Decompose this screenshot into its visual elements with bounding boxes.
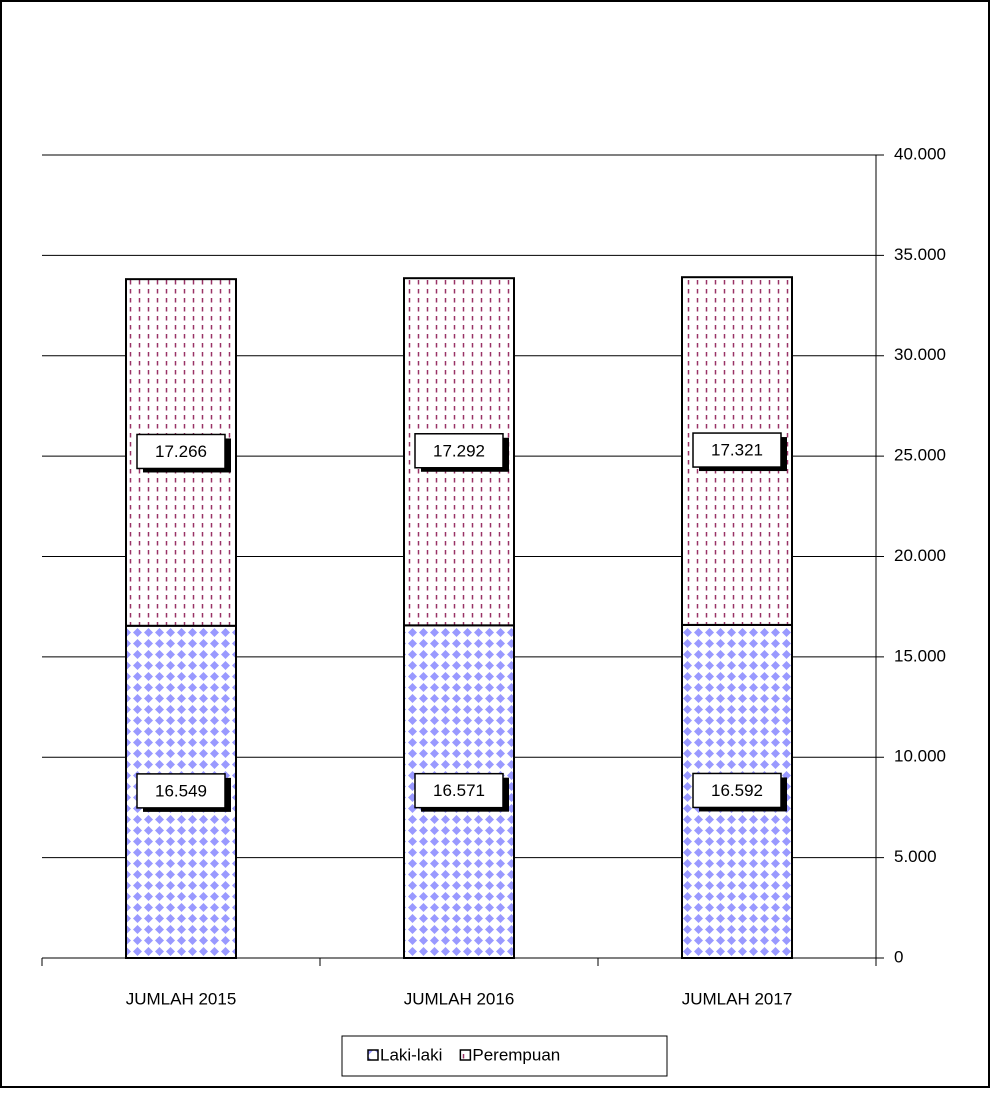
data-label: 16.592	[711, 781, 763, 800]
label-box	[414, 772, 504, 809]
data-label: 17.321	[711, 441, 763, 460]
y-tick-label: 10.000	[894, 747, 946, 766]
x-tick-label: JUMLAH 2015	[126, 989, 237, 1008]
y-tick-label: 15.000	[894, 646, 946, 665]
y-tick-label: 20.000	[894, 546, 946, 565]
label-box	[692, 772, 782, 809]
data-label: 16.571	[433, 781, 485, 800]
y-tick-label: 30.000	[894, 345, 946, 364]
x-tick-label: JUMLAH 2017	[682, 989, 793, 1008]
legend-box	[341, 1035, 668, 1077]
y-tick-label: 0	[894, 947, 903, 966]
data-label: 17.266	[155, 442, 207, 461]
label-box	[692, 432, 782, 468]
legend-swatch	[367, 1049, 379, 1061]
legend-label: Laki-laki	[380, 1045, 442, 1064]
y-tick-label: 25.000	[894, 446, 946, 465]
label-box	[136, 773, 226, 809]
data-label: 16.549	[155, 781, 207, 800]
legend-swatch	[459, 1049, 472, 1061]
data-label: 17.292	[433, 441, 485, 460]
label-box	[136, 433, 226, 470]
y-tick-label: 40.000	[894, 144, 946, 163]
x-tick-label: JUMLAH 2016	[404, 989, 515, 1008]
y-tick-label: 35.000	[894, 245, 946, 264]
label-box	[414, 433, 504, 469]
y-tick-label: 5.000	[894, 847, 937, 866]
legend-label: Perempuan	[472, 1045, 560, 1064]
